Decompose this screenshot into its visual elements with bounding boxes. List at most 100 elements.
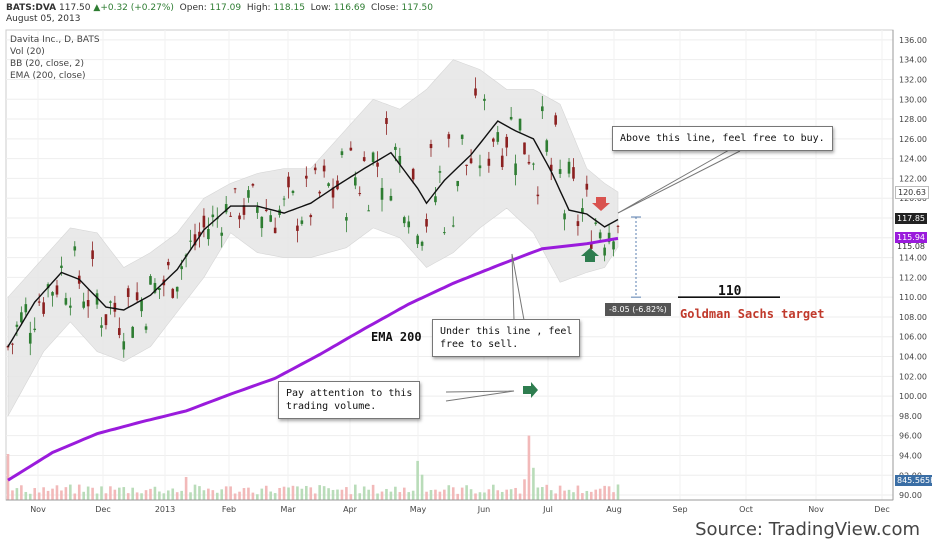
y-tick-label: 100.00 xyxy=(899,392,927,401)
candle-body xyxy=(118,328,121,336)
volume-bar xyxy=(318,485,321,500)
candle-body xyxy=(260,216,264,229)
volume-bar xyxy=(282,486,286,500)
candle-body xyxy=(140,300,143,312)
candle-body xyxy=(126,288,130,297)
candle-body xyxy=(518,118,522,131)
x-tick-label: 2013 xyxy=(155,505,175,514)
target-label: Goldman Sachs target xyxy=(680,307,825,321)
up-arrow-icon: ▲ xyxy=(93,3,101,13)
indicator-volume[interactable]: Vol (20) xyxy=(10,47,45,57)
price-tag: 117.85 xyxy=(895,213,927,225)
candle-body xyxy=(55,285,59,295)
candle-body xyxy=(229,215,232,217)
volume-bar xyxy=(340,489,344,500)
candle-body xyxy=(153,282,157,293)
candle-body xyxy=(402,217,406,224)
candle-body xyxy=(24,304,28,313)
volume-bar xyxy=(500,491,504,500)
candle-body xyxy=(322,165,326,172)
up-arrow-icon xyxy=(581,248,599,262)
x-tick-label: Dec xyxy=(95,505,110,514)
volume-bar xyxy=(554,493,557,500)
volume-bar xyxy=(113,489,117,500)
volume-bar xyxy=(469,489,473,500)
volume-bar xyxy=(158,491,161,500)
candle-body xyxy=(425,219,428,227)
high-value: 118.15 xyxy=(273,3,305,13)
volume-bar xyxy=(86,486,90,500)
volume-bar xyxy=(77,484,81,500)
price-tag: 120.63 xyxy=(895,185,929,199)
candle-body xyxy=(367,210,370,212)
close-label: Close: xyxy=(371,3,399,13)
candle-body xyxy=(269,215,273,222)
volume-bar xyxy=(211,490,215,500)
candle-body xyxy=(549,164,553,171)
candle-body xyxy=(318,191,321,194)
x-tick-label: Feb xyxy=(222,505,236,514)
volume-bar xyxy=(189,492,192,500)
candle-body xyxy=(189,240,192,242)
sell-note: Under this line , feel free to sell. xyxy=(432,319,581,357)
candle-body xyxy=(135,292,139,301)
volume-bar xyxy=(256,494,259,500)
volume-bar xyxy=(545,484,549,500)
candle-body xyxy=(15,324,19,327)
bollinger-band-area xyxy=(7,59,619,418)
volume-bar xyxy=(492,484,495,500)
volume-bar xyxy=(207,488,210,500)
candle-body xyxy=(313,167,317,171)
volume-bar xyxy=(126,493,130,500)
volume-bar xyxy=(456,493,460,500)
volume-bar xyxy=(527,435,531,500)
candle-body xyxy=(305,175,308,179)
candle-body xyxy=(443,232,446,234)
volume-bars xyxy=(6,435,620,500)
source-credit: Source: TradingView.com xyxy=(695,519,920,540)
volume-bar xyxy=(291,485,295,500)
volume-bar xyxy=(175,492,179,500)
candle-body xyxy=(273,227,277,234)
candle-body xyxy=(434,196,437,203)
buy-note-pointer xyxy=(617,140,746,214)
x-tick-label: Dec xyxy=(874,505,889,514)
low-value: 116.69 xyxy=(333,3,366,13)
candle-body xyxy=(69,305,72,308)
volume-bar xyxy=(193,484,197,500)
candle-body xyxy=(340,151,344,155)
volume-bar xyxy=(447,485,451,500)
volume-bar xyxy=(260,488,264,500)
sell-note-line2: free to sell. xyxy=(440,339,519,350)
indicator-bollinger[interactable]: BB (20, close, 2) xyxy=(10,59,85,69)
candle-body xyxy=(478,165,482,169)
volume-bar xyxy=(171,488,175,500)
volume-bar xyxy=(104,493,108,500)
candle-body xyxy=(545,140,549,152)
indicator-lines xyxy=(7,120,619,482)
candle-body xyxy=(380,187,384,200)
indicator-ema[interactable]: EMA (200, close) xyxy=(10,71,86,81)
open-value: 117.09 xyxy=(209,3,242,13)
header-date: August 05, 2013 xyxy=(6,14,81,24)
candle-body xyxy=(532,163,535,165)
candle-body xyxy=(389,195,393,201)
candle-body xyxy=(73,246,77,251)
volume-bar xyxy=(37,492,41,500)
candle-body xyxy=(211,214,215,218)
volume-bar xyxy=(389,491,393,500)
indicator-symbol[interactable]: Davita Inc., D, BATS xyxy=(10,35,100,45)
candle-body xyxy=(91,250,94,259)
volume-bar xyxy=(135,492,139,500)
candle-body xyxy=(256,206,259,213)
y-tick-label: 114.00 xyxy=(899,254,927,263)
volume-bar xyxy=(451,487,455,500)
volume-bar xyxy=(202,490,206,500)
bb-middle-line xyxy=(7,120,619,347)
candle-body xyxy=(438,171,442,173)
candle-body xyxy=(527,161,531,164)
candle-body xyxy=(451,225,455,227)
candle-body xyxy=(144,326,148,330)
price-tag: 115.94 xyxy=(895,232,927,244)
candle-body xyxy=(398,155,402,165)
